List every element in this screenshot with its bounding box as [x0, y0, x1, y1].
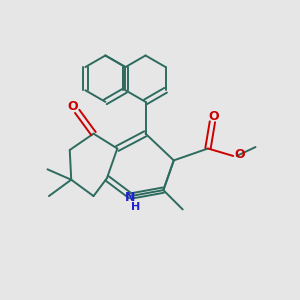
Text: H: H	[130, 202, 140, 212]
Text: O: O	[68, 100, 78, 112]
Text: O: O	[234, 148, 245, 161]
Text: O: O	[208, 110, 219, 123]
Text: N: N	[125, 191, 135, 204]
